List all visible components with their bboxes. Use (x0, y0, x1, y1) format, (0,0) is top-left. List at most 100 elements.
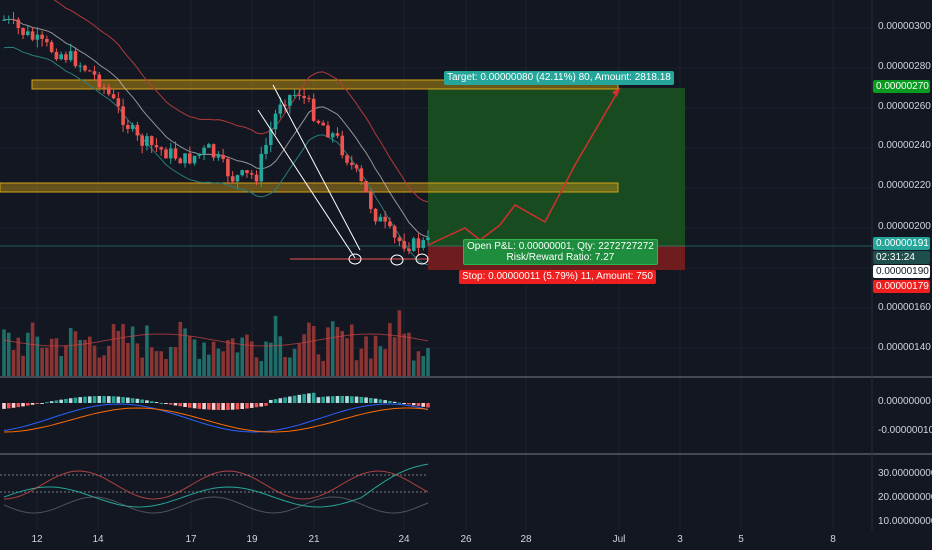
candle (278, 104, 283, 114)
candle (283, 104, 287, 106)
price-tick: 0.00000220 (878, 180, 931, 191)
candle (388, 221, 392, 227)
signal-line (3, 407, 429, 433)
volume-bar (135, 343, 140, 376)
volume-bar (187, 336, 192, 376)
volume-bar (288, 357, 292, 376)
candle (359, 168, 364, 182)
candle (349, 162, 354, 165)
candle (407, 248, 411, 251)
macd-histogram-bar (416, 403, 421, 407)
candle (268, 129, 273, 145)
volume-bar (6, 332, 11, 376)
volume-bar (264, 341, 268, 376)
macd-histogram-bar (97, 396, 102, 403)
candle (264, 144, 268, 154)
candle (221, 154, 225, 159)
macd-histogram-bar (130, 398, 135, 403)
volume-bar (407, 332, 411, 376)
candle (292, 94, 297, 96)
volume-bar (226, 340, 230, 376)
volume-bar (26, 332, 30, 376)
candle (168, 148, 173, 159)
candle (140, 135, 144, 146)
macd-histogram-bar (116, 396, 121, 403)
macd-histogram-bar (64, 398, 68, 403)
candle (16, 19, 21, 28)
macd-histogram-bar (302, 394, 306, 403)
candle (411, 238, 416, 251)
descending-channel (257, 84, 429, 266)
volume-bar (197, 358, 202, 376)
volume-bar (21, 355, 25, 376)
macd-histogram-bar (35, 403, 40, 404)
target-label[interactable]: Target: 0.00000080 (42.11%) 80, Amount: … (444, 71, 674, 85)
volume-bar (297, 343, 302, 376)
macd-histogram-bar (221, 403, 225, 410)
candle (116, 98, 121, 107)
volume-bar (140, 357, 144, 376)
volume-bar (126, 343, 130, 376)
volume-bar (397, 310, 402, 376)
candle (130, 124, 135, 129)
macd-histogram-bar (102, 396, 106, 403)
candle (35, 34, 40, 40)
volume-bar (321, 360, 325, 376)
volume-bar (192, 339, 197, 376)
macd-histogram-bar (173, 403, 178, 406)
candle (235, 175, 240, 182)
candle (302, 96, 306, 99)
macd-histogram-bar (235, 403, 240, 410)
macd-histogram-bar (388, 400, 392, 403)
macd-histogram-bar (145, 400, 149, 403)
volume-bar (392, 337, 397, 376)
volume-bar (64, 345, 68, 376)
candle (11, 19, 16, 21)
open-pl-label[interactable]: Open P&L: 0.00000001, Qty: 2272727272 Ri… (463, 239, 658, 265)
bottom-marker (415, 253, 429, 265)
macd-histogram-bar (307, 393, 311, 403)
target-zone (428, 88, 685, 246)
bottom-marker (390, 254, 404, 266)
volume-bar (164, 358, 168, 376)
volume-bar (359, 348, 364, 376)
time-tick: 19 (246, 534, 258, 545)
price-tick: 0.00000240 (878, 140, 931, 151)
macd-histogram-bar (273, 399, 278, 403)
macd-histogram-bar (154, 402, 159, 404)
volume-bar (54, 338, 59, 376)
macd-histogram-bar (230, 403, 235, 410)
volume-bar (326, 327, 330, 376)
macd-histogram-bar (2, 403, 6, 409)
candle (135, 124, 140, 136)
open-pl-text: Open P&L: 0.00000001, Qty: 2272727272 (467, 241, 654, 252)
volume-bar (302, 334, 306, 376)
candle (397, 237, 402, 242)
candle (426, 237, 430, 241)
stop-label[interactable]: Stop: 0.00000011 (5.79%) 11, Amount: 750 (459, 270, 656, 284)
volume-bar (330, 321, 335, 376)
volume-bar (221, 351, 225, 376)
channel-upper (272, 84, 361, 251)
bottom-marker (348, 253, 362, 265)
candle (107, 87, 111, 95)
macd-histogram-bar (268, 399, 273, 403)
stop-price-badge: 0.00000179 (873, 280, 930, 293)
risk-reward-text: Risk/Reward Ratio: 7.27 (506, 252, 615, 263)
volume-bar (292, 348, 297, 376)
macd-histogram-bar (359, 396, 364, 403)
candle (383, 216, 387, 222)
candle (226, 158, 230, 177)
macd-histogram-bar (378, 399, 383, 403)
volume-bar (388, 323, 392, 376)
candle (216, 154, 221, 158)
candle (97, 74, 102, 88)
volume-bar (35, 336, 40, 376)
price-tick: 0.00000300 (878, 21, 931, 32)
macd-histogram-bar (107, 396, 111, 403)
volume-bar (159, 351, 164, 376)
macd-histogram-bar (49, 401, 54, 403)
macd-histogram-bar (54, 400, 59, 403)
macd-histogram-bar (40, 403, 44, 404)
volume-bar (16, 337, 21, 376)
